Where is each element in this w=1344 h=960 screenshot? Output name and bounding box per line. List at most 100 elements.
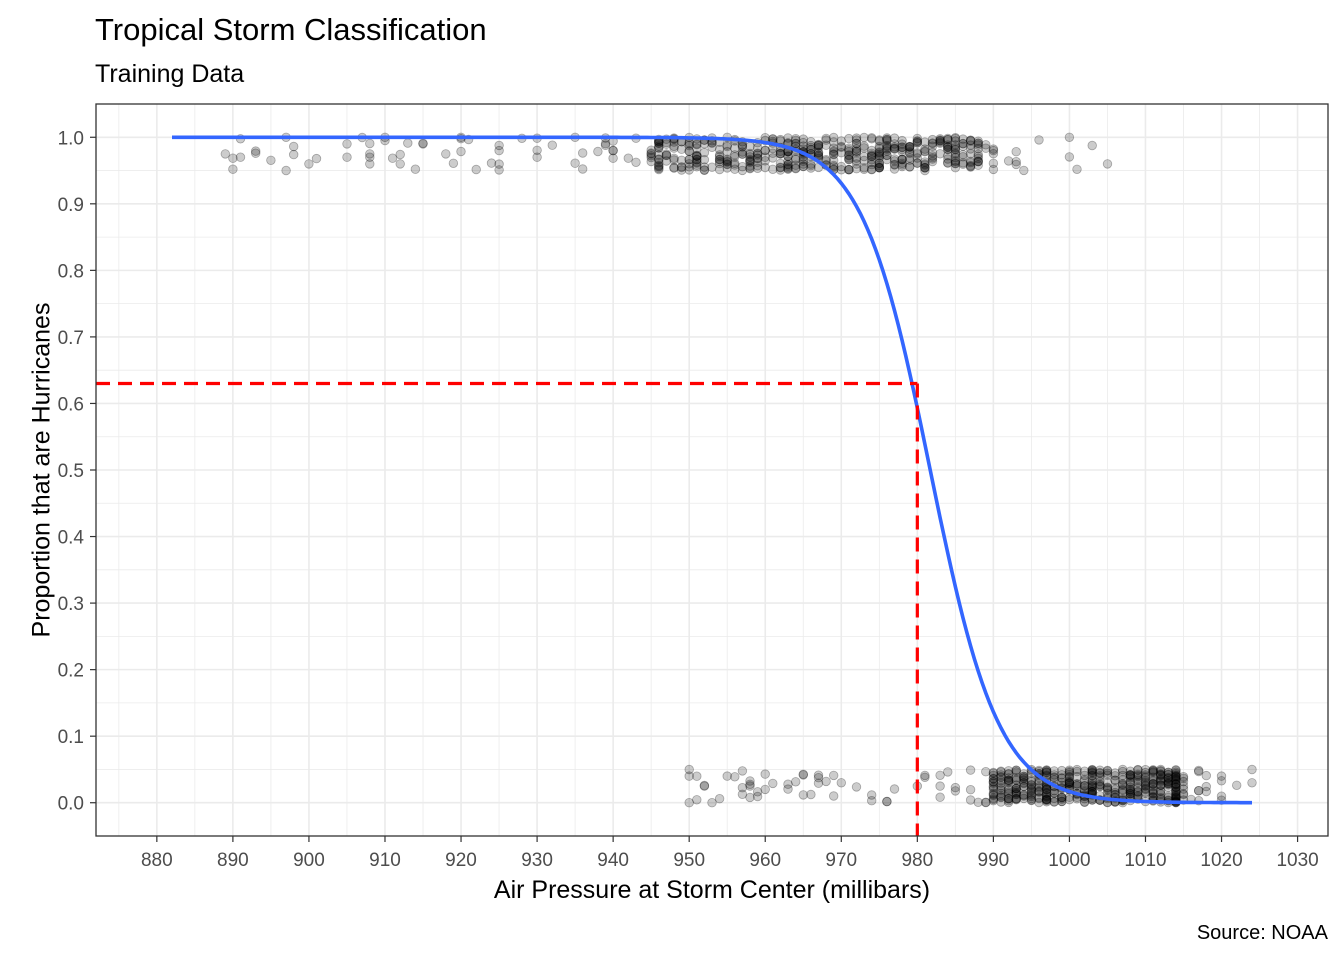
data-point <box>1110 775 1120 786</box>
data-point <box>1117 788 1128 798</box>
data-point <box>1117 779 1128 789</box>
data-point <box>1148 786 1158 796</box>
data-point <box>950 158 961 169</box>
data-point <box>874 147 885 157</box>
data-point <box>867 796 877 806</box>
data-point <box>1049 770 1059 780</box>
data-point <box>1140 776 1151 786</box>
data-point <box>897 154 907 165</box>
y-tick-label: 0.3 <box>58 594 84 615</box>
data-point <box>1125 782 1136 793</box>
data-point <box>1057 777 1067 788</box>
data-point <box>1011 159 1021 170</box>
data-point <box>889 156 900 166</box>
data-point <box>1041 766 1052 776</box>
data-point <box>867 151 877 161</box>
data-point <box>1034 135 1044 145</box>
data-point <box>988 788 999 799</box>
data-point <box>654 160 664 171</box>
data-point <box>1133 775 1143 785</box>
data-point <box>1163 782 1174 793</box>
data-point <box>1171 779 1181 789</box>
data-point <box>912 153 923 163</box>
data-point <box>1125 770 1136 780</box>
data-point <box>882 154 892 165</box>
data-point <box>813 139 824 150</box>
data-point <box>950 152 961 163</box>
data-point <box>1117 785 1128 796</box>
data-point <box>768 164 778 175</box>
data-point <box>395 149 405 160</box>
data-point <box>1011 789 1021 799</box>
data-point <box>844 154 854 165</box>
data-point <box>897 158 907 169</box>
data-point <box>806 140 816 151</box>
data-point <box>752 142 763 153</box>
data-point <box>1117 764 1128 775</box>
data-point <box>1026 775 1037 786</box>
data-point <box>1011 765 1021 776</box>
data-point <box>707 142 717 153</box>
data-point <box>1026 788 1037 798</box>
data-point <box>889 160 900 170</box>
data-point <box>654 163 664 174</box>
data-point <box>874 153 885 163</box>
data-point <box>730 143 740 154</box>
data-point <box>692 157 702 167</box>
data-point <box>631 157 641 168</box>
data-point <box>965 148 976 159</box>
data-point <box>654 161 664 171</box>
data-point <box>889 154 900 164</box>
data-point <box>973 143 983 154</box>
data-point <box>578 164 588 174</box>
data-point <box>418 138 428 149</box>
data-point <box>806 159 816 169</box>
data-point <box>441 149 451 159</box>
data-point <box>1003 776 1014 787</box>
data-point <box>798 156 809 166</box>
x-tick-label: 960 <box>749 850 781 871</box>
data-point <box>1057 796 1067 807</box>
data-point <box>1026 782 1037 793</box>
data-point <box>836 161 847 172</box>
data-point <box>783 779 793 789</box>
data-point <box>1155 774 1166 785</box>
data-point <box>661 150 672 160</box>
data-point <box>745 154 755 165</box>
data-point <box>867 164 877 175</box>
data-point <box>1026 795 1037 806</box>
data-point <box>1011 788 1021 798</box>
data-point <box>699 162 710 172</box>
data-point <box>1064 767 1075 778</box>
data-point <box>813 140 824 151</box>
data-point <box>714 794 725 804</box>
data-point <box>684 154 694 165</box>
x-tick-label: 1000 <box>1048 850 1090 871</box>
data-point <box>1041 767 1052 778</box>
data-point <box>798 161 809 172</box>
data-point <box>745 149 755 160</box>
data-point <box>1087 767 1097 778</box>
data-point <box>722 159 732 170</box>
data-point <box>889 164 900 174</box>
data-point <box>661 149 672 159</box>
data-point <box>920 157 930 167</box>
data-point <box>943 144 953 155</box>
data-point <box>859 151 869 162</box>
data-point <box>981 797 991 808</box>
data-point <box>973 160 983 170</box>
data-point <box>692 151 702 161</box>
data-point <box>882 133 892 143</box>
data-point <box>1041 797 1052 807</box>
data-point <box>448 158 459 169</box>
data-point <box>228 153 238 163</box>
data-point <box>889 142 900 152</box>
data-point <box>950 140 961 150</box>
data-point <box>1148 785 1158 795</box>
data-point <box>692 795 702 805</box>
data-point <box>783 151 793 161</box>
data-point <box>1087 764 1097 775</box>
data-point <box>692 771 702 781</box>
data-point <box>897 161 907 172</box>
data-point <box>1171 779 1181 789</box>
